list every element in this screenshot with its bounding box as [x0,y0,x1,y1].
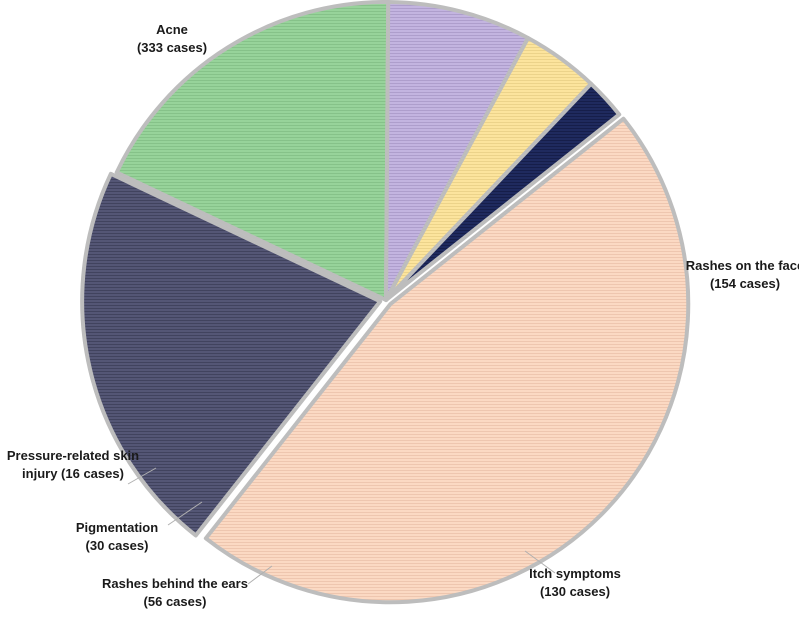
leader-line [524,550,556,574]
pie-slices [80,0,691,605]
slice-label-line: (130 cases) [540,584,610,599]
slice-label: Acne (333 cases) [137,22,207,55]
slice-label-line: (333 cases) [137,40,207,55]
slice-label: Rashes behind the ears (56 cases) [102,576,248,609]
slice-label-line: Itch symptoms [529,566,621,581]
pie-slice-pressure-related-skin-injury [384,81,622,302]
slice-labels: Acne (333 cases) Rashes on the face (154 ca… [7,22,799,609]
slice-label: Pigmentation (30 cases) [76,520,158,553]
leader-line [127,467,157,485]
leader-lines [127,467,556,585]
slice-label: Itch symptoms (130 cases) [529,566,621,599]
pie-slice-rashes-on-the-face [80,171,383,538]
pie-slice-acne [203,116,691,605]
leader-line [247,565,273,585]
slice-label-line: Rashes behind the ears [102,576,248,591]
slice-label: Rashes on the face (154 cases) [686,258,799,291]
slice-label-line: injury (16 cases) [22,466,124,481]
pie-slice-itch-symptoms [114,0,391,302]
leader-line [167,501,203,526]
slice-label-line: Rashes on the face [686,258,799,273]
slice-label-line: Pressure-related skin [7,448,139,463]
slice-label-line: (30 cases) [86,538,149,553]
pie-slice-rashes-behind-the-ears [384,0,531,302]
slice-label-line: Acne [156,22,188,37]
slice-label-line: (154 cases) [710,276,780,291]
slice-label-line: (56 cases) [144,594,207,609]
slice-label-line: Pigmentation [76,520,158,535]
slice-label: Pressure-related skin injury (16 cases) [7,448,139,481]
